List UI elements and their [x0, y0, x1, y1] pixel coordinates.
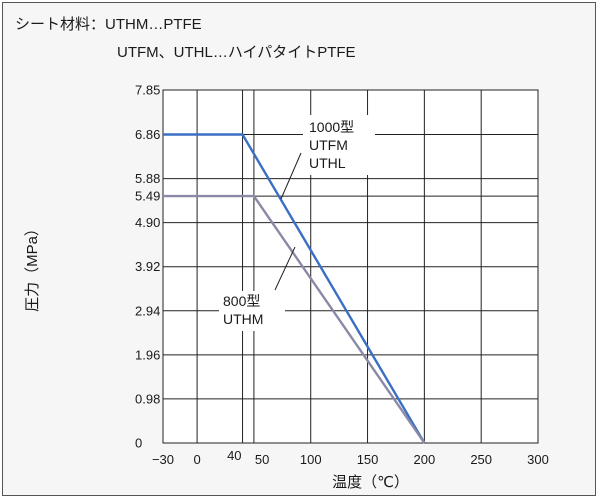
y-tick-label: 0.98 [135, 391, 160, 406]
x-tick-label: −30 [152, 452, 174, 467]
x-tick-label: 200 [414, 452, 436, 467]
y-tick-label: 6.86 [135, 127, 160, 142]
x-axis-title: 温度（℃） [332, 474, 409, 491]
plot-border [162, 89, 539, 444]
y-tick-label: 5.88 [135, 171, 160, 186]
x-tick-label: 100 [300, 452, 322, 467]
x-tick-label: 50 [255, 452, 269, 467]
x-tick-label: 150 [357, 452, 379, 467]
y-tick-label: 2.94 [135, 303, 160, 318]
leader-line-800 [274, 246, 296, 291]
series-label-1000: UTHL [309, 155, 346, 171]
x-tick-label: 300 [527, 452, 549, 467]
series-line-800 [163, 194, 426, 444]
series-line-1000 [163, 133, 426, 444]
y-axis-title: 圧力（MPa） [24, 221, 41, 312]
y-tick-label: 4.90 [135, 215, 160, 230]
x-tick-label: 40 [227, 448, 241, 463]
y-tick-label: 7.85 [135, 83, 160, 98]
y-tick-label: 5.49 [135, 189, 160, 204]
material-note-line-2: UTFM、UTHL…ハイパタイトPTFE [117, 44, 356, 61]
x-tick-label: 0 [193, 452, 200, 467]
series-label-1000: UTFM [309, 137, 348, 153]
y-tick-label: 1.96 [135, 347, 160, 362]
y-tick-label: 3.92 [135, 259, 160, 274]
series-label-1000: 1000型 [309, 119, 354, 135]
series-label-bg-800 [219, 291, 285, 331]
material-note-line-1: シート材料：UTHM…PTFE [15, 16, 202, 33]
y-tick-label: 0 [135, 436, 142, 451]
series-label-800: 800型 [223, 293, 260, 309]
pressure-temperature-chart: 0 0.98 1.96 2.94 3.92 4.90 5.49 5.88 6.86 7.85 −30… [24, 83, 549, 492]
series-label-800: UTHM [223, 311, 263, 327]
leader-line-1000 [280, 152, 302, 200]
series-label-bg-1000 [303, 115, 375, 175]
x-tick-label: 250 [470, 452, 492, 467]
